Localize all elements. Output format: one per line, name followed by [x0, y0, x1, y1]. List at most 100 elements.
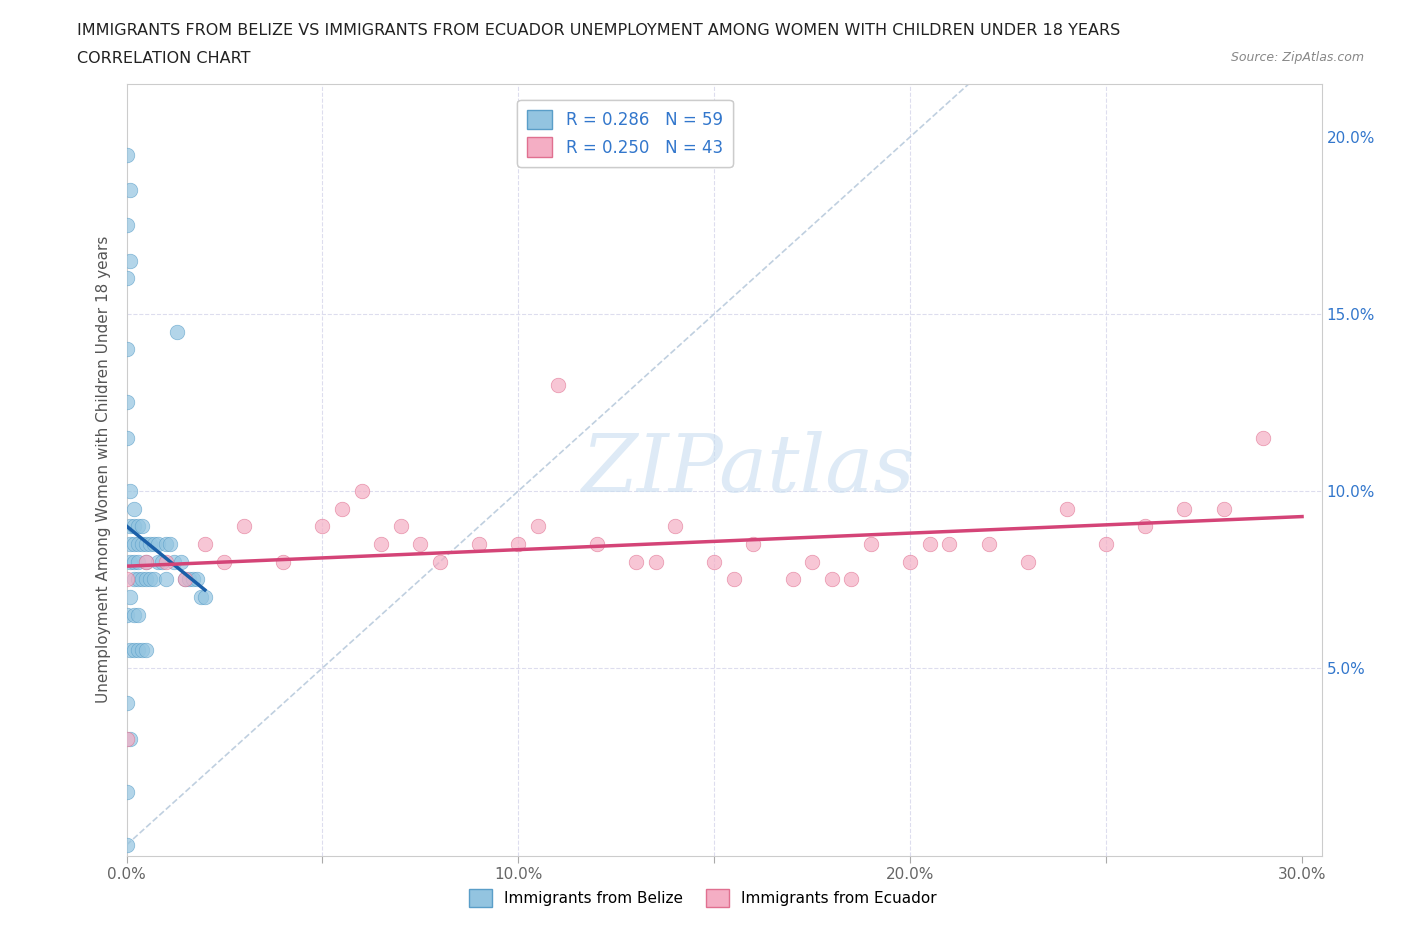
- Point: [723, 572, 745, 587]
- Point: [143, 572, 166, 587]
- Point: [135, 537, 157, 551]
- Point: [1251, 431, 1274, 445]
- Point: [389, 519, 412, 534]
- Point: [311, 519, 333, 534]
- Point: [127, 572, 149, 587]
- Point: [139, 537, 162, 551]
- Legend: R = 0.286   N = 59, R = 0.250   N = 43: R = 0.286 N = 59, R = 0.250 N = 43: [517, 100, 733, 166]
- Point: [1017, 554, 1039, 569]
- Point: [131, 537, 153, 551]
- Point: [120, 643, 142, 658]
- Point: [174, 572, 197, 587]
- Point: [801, 554, 824, 569]
- Point: [547, 378, 569, 392]
- Point: [146, 537, 169, 551]
- Point: [120, 519, 142, 534]
- Point: [135, 572, 157, 587]
- Point: [155, 537, 177, 551]
- Point: [190, 590, 212, 604]
- Point: [127, 537, 149, 551]
- Point: [624, 554, 647, 569]
- Point: [115, 572, 138, 587]
- Point: [135, 643, 157, 658]
- Point: [214, 554, 236, 569]
- Point: [918, 537, 941, 551]
- Point: [120, 554, 142, 569]
- Point: [1173, 501, 1195, 516]
- Point: [115, 342, 138, 357]
- Text: Source: ZipAtlas.com: Source: ZipAtlas.com: [1230, 51, 1364, 64]
- Point: [742, 537, 765, 551]
- Point: [139, 572, 162, 587]
- Point: [131, 643, 153, 658]
- Point: [127, 607, 149, 622]
- Point: [166, 325, 188, 339]
- Point: [120, 537, 142, 551]
- Point: [898, 554, 921, 569]
- Point: [527, 519, 550, 534]
- Point: [120, 253, 142, 268]
- Point: [115, 218, 138, 232]
- Point: [124, 554, 146, 569]
- Point: [120, 182, 142, 197]
- Point: [1212, 501, 1234, 516]
- Point: [127, 643, 149, 658]
- Point: [115, 395, 138, 410]
- Point: [194, 537, 217, 551]
- Y-axis label: Unemployment Among Women with Children Under 18 years: Unemployment Among Women with Children U…: [96, 236, 111, 703]
- Point: [370, 537, 392, 551]
- Point: [124, 643, 146, 658]
- Point: [115, 731, 138, 746]
- Point: [120, 590, 142, 604]
- Point: [124, 572, 146, 587]
- Point: [159, 537, 181, 551]
- Point: [162, 554, 184, 569]
- Point: [330, 501, 353, 516]
- Legend: Immigrants from Belize, Immigrants from Ecuador: Immigrants from Belize, Immigrants from …: [463, 884, 943, 913]
- Point: [271, 554, 294, 569]
- Point: [127, 519, 149, 534]
- Point: [429, 554, 451, 569]
- Point: [131, 572, 153, 587]
- Point: [841, 572, 863, 587]
- Point: [124, 501, 146, 516]
- Point: [350, 484, 373, 498]
- Point: [120, 731, 142, 746]
- Point: [181, 572, 204, 587]
- Point: [127, 554, 149, 569]
- Point: [1095, 537, 1118, 551]
- Point: [115, 607, 138, 622]
- Point: [115, 696, 138, 711]
- Point: [124, 519, 146, 534]
- Point: [155, 572, 177, 587]
- Point: [821, 572, 844, 587]
- Point: [644, 554, 666, 569]
- Point: [115, 838, 138, 853]
- Point: [1135, 519, 1157, 534]
- Point: [174, 572, 197, 587]
- Point: [179, 572, 201, 587]
- Point: [115, 147, 138, 162]
- Point: [120, 484, 142, 498]
- Point: [135, 554, 157, 569]
- Text: CORRELATION CHART: CORRELATION CHART: [77, 51, 250, 66]
- Point: [782, 572, 804, 587]
- Point: [131, 519, 153, 534]
- Point: [155, 554, 177, 569]
- Point: [860, 537, 883, 551]
- Point: [468, 537, 491, 551]
- Point: [146, 554, 169, 569]
- Text: IMMIGRANTS FROM BELIZE VS IMMIGRANTS FROM ECUADOR UNEMPLOYMENT AMONG WOMEN WITH : IMMIGRANTS FROM BELIZE VS IMMIGRANTS FRO…: [77, 23, 1121, 38]
- Point: [150, 554, 173, 569]
- Point: [124, 537, 146, 551]
- Point: [124, 607, 146, 622]
- Point: [585, 537, 607, 551]
- Point: [170, 554, 193, 569]
- Point: [664, 519, 686, 534]
- Point: [1056, 501, 1078, 516]
- Point: [186, 572, 208, 587]
- Point: [143, 537, 166, 551]
- Point: [409, 537, 432, 551]
- Point: [977, 537, 1000, 551]
- Point: [115, 431, 138, 445]
